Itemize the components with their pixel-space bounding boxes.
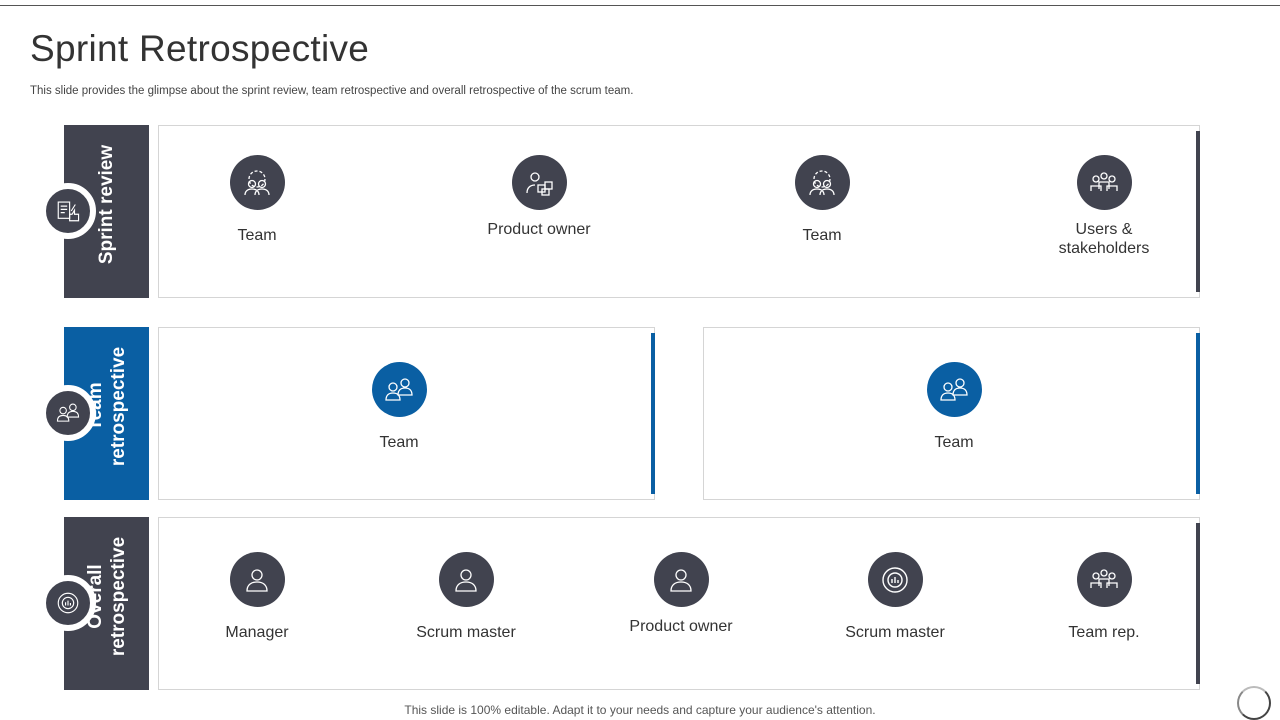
role-item: Team bbox=[874, 362, 1034, 452]
loading-spinner-icon bbox=[1237, 686, 1271, 720]
team-gear-icon bbox=[794, 155, 850, 210]
role-label: Team rep. bbox=[1068, 624, 1140, 641]
clipboard-thumbs-up-icon bbox=[40, 183, 96, 239]
woman-icon bbox=[438, 552, 494, 607]
footer-note: This slide is 100% editable. Adapt it to… bbox=[404, 703, 876, 717]
card-accent-bar bbox=[1196, 523, 1200, 684]
page-subtitle: This slide provides the glimpse about th… bbox=[30, 85, 634, 97]
person-boxes-icon bbox=[511, 155, 567, 210]
two-people-icon bbox=[926, 362, 982, 417]
role-item: Manager bbox=[177, 552, 337, 642]
target-chart-icon bbox=[40, 575, 96, 631]
top-rule bbox=[0, 5, 1280, 6]
role-label: Product owner bbox=[487, 221, 591, 238]
role-item: Team bbox=[319, 362, 479, 452]
card-accent-bar bbox=[651, 333, 655, 494]
role-label: Users & stakeholders bbox=[1058, 221, 1150, 257]
role-item: Team bbox=[177, 155, 337, 245]
page-title: Sprint Retrospective bbox=[30, 28, 370, 69]
role-label: Product owner bbox=[629, 618, 733, 635]
section-card bbox=[158, 125, 1200, 298]
role-label: Scrum master bbox=[416, 624, 516, 641]
role-label: Team bbox=[934, 434, 974, 451]
role-label: Team bbox=[237, 227, 277, 244]
group-icon bbox=[1076, 552, 1132, 607]
stakeholders-dollar-icon bbox=[1076, 155, 1132, 210]
team-gear-icon bbox=[229, 155, 285, 210]
role-item: Scrum master bbox=[815, 552, 975, 642]
role-label: Team bbox=[379, 434, 419, 451]
two-people-icon bbox=[371, 362, 427, 417]
card-accent-bar bbox=[1196, 333, 1200, 494]
role-item: Scrum master bbox=[386, 552, 546, 642]
role-item: Product owner bbox=[601, 552, 761, 636]
man-tie-icon bbox=[653, 552, 709, 607]
card-accent-bar bbox=[1196, 131, 1200, 292]
woman-icon bbox=[229, 552, 285, 607]
role-item: Product owner bbox=[459, 155, 619, 239]
role-label: Manager bbox=[225, 624, 289, 641]
role-item: Users & stakeholders bbox=[1024, 155, 1184, 258]
role-label: Scrum master bbox=[845, 624, 945, 641]
team-faces-icon bbox=[40, 385, 96, 441]
hands-cycle-icon bbox=[867, 552, 923, 607]
role-item: Team rep. bbox=[1024, 552, 1184, 642]
role-item: Team bbox=[742, 155, 902, 245]
role-label: Team bbox=[802, 227, 842, 244]
